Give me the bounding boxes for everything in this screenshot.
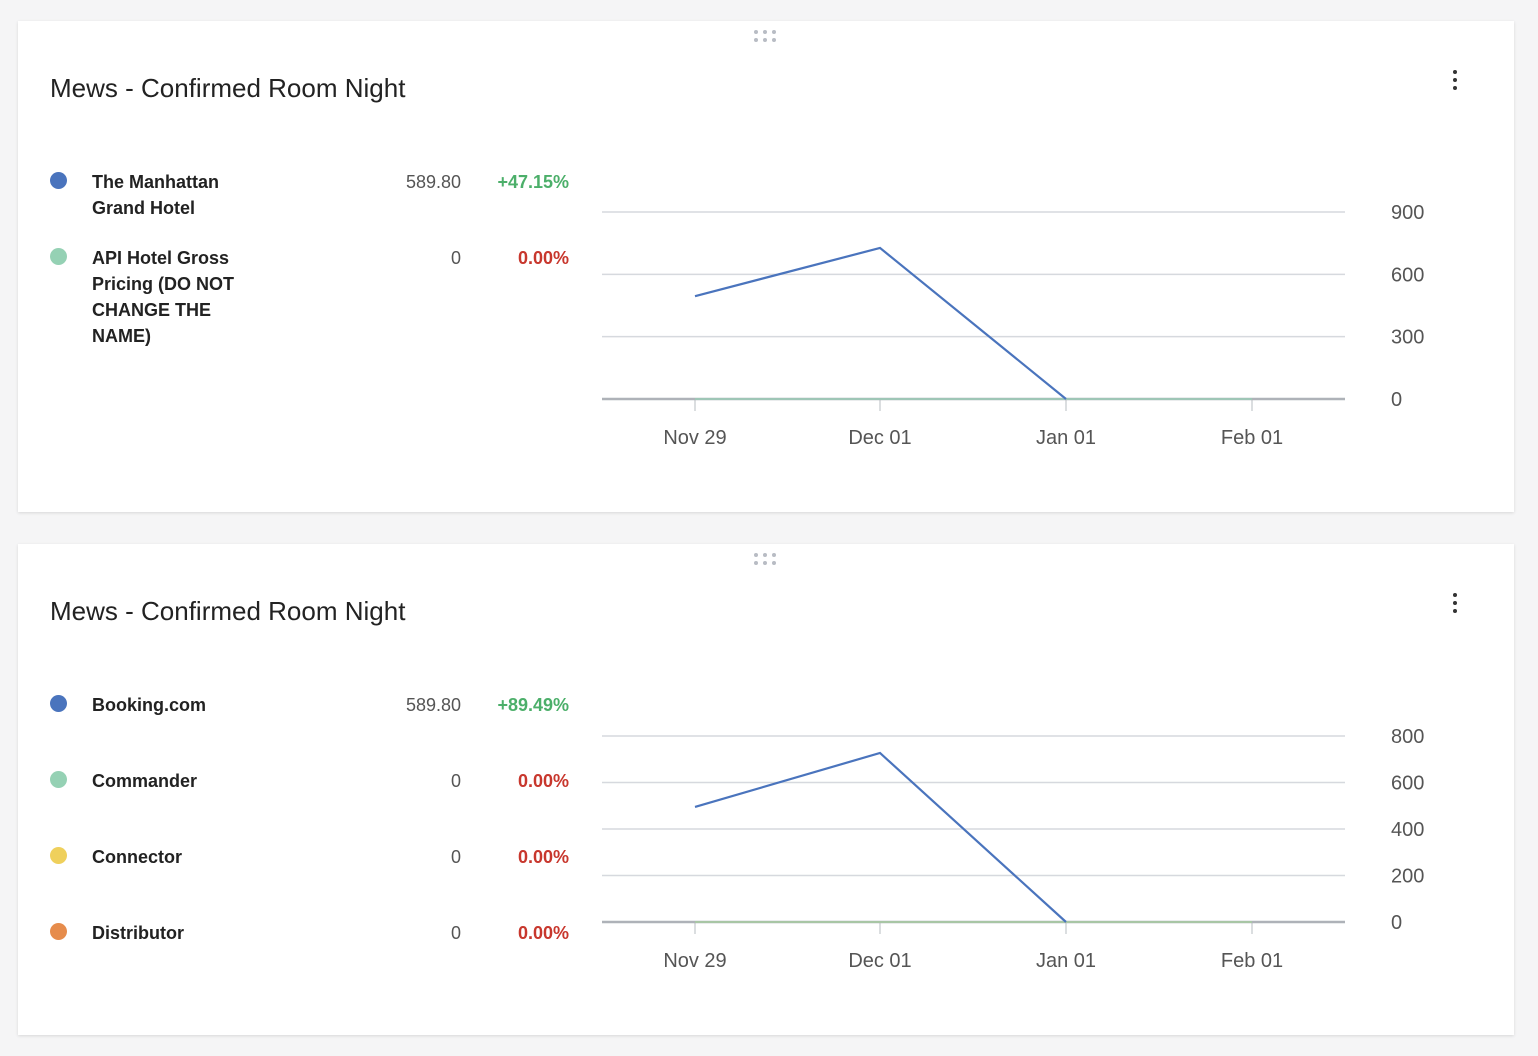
legend-item[interactable]: Distributor 0 0.00% [50, 920, 590, 946]
series-name: API Hotel Gross Pricing (DO NOT CHANGE T… [92, 248, 235, 346]
drag-dot [754, 553, 758, 557]
series-value: 0 [450, 248, 461, 268]
series-value: 0 [450, 923, 461, 943]
series-color-dot [50, 771, 67, 788]
series-color-dot [50, 695, 67, 712]
x-tick-label: Feb 01 [1221, 427, 1283, 449]
drag-dot [772, 38, 776, 42]
y-tick-label: 400 [1391, 819, 1424, 841]
series-name: Booking.com [92, 695, 207, 715]
legend-item[interactable]: Booking.com 589.80 +89.49% [50, 692, 590, 718]
menu-dot [1453, 593, 1457, 597]
drag-handle-icon[interactable] [754, 30, 780, 44]
series-change: 0.00% [517, 248, 569, 268]
line-chart: 0 200 400 600 800 Nov 29 Dec 01 Jan 01 Feb 01 [602, 726, 1424, 972]
drag-handle-icon[interactable] [754, 553, 780, 567]
series-color-dot [50, 847, 67, 864]
x-tick-label: Feb 01 [1221, 950, 1283, 972]
x-tick-label: Dec 01 [848, 427, 911, 449]
legend-item[interactable]: The Manhattan Grand Hotel 589.80 +47.15% [50, 169, 590, 221]
series-line [694, 751, 1067, 923]
series-change: 0.00% [517, 923, 569, 943]
series-value: 589.80 [405, 695, 461, 715]
y-tick-label: 0 [1391, 912, 1402, 934]
drag-dot [772, 30, 776, 34]
series-name: Commander [92, 771, 198, 791]
drag-dot [754, 561, 758, 565]
series-name: Connector [92, 847, 182, 867]
more-vertical-icon[interactable] [1448, 67, 1462, 91]
x-tick-label: Jan 01 [1036, 950, 1096, 972]
more-vertical-icon[interactable] [1448, 590, 1462, 614]
series-line [694, 246, 1067, 400]
x-tick-label: Dec 01 [848, 950, 911, 972]
series-color-dot [50, 923, 67, 940]
series-change: +89.49% [497, 695, 569, 715]
series-change: 0.00% [517, 847, 569, 867]
drag-dot [763, 38, 767, 42]
drag-dot [754, 38, 758, 42]
series-change: +47.15% [497, 172, 569, 192]
drag-dot [772, 553, 776, 557]
legend: Booking.com 589.80 +89.49% Commander 0 0… [50, 692, 590, 946]
series-change: 0.00% [517, 771, 569, 791]
drag-dot [772, 561, 776, 565]
series-value: 0 [450, 771, 461, 791]
y-tick-label: 300 [1391, 327, 1424, 349]
legend: The Manhattan Grand Hotel 589.80 +47.15%… [50, 169, 590, 349]
widget-title: Mews - Confirmed Room Night [50, 596, 406, 626]
menu-dot [1453, 86, 1457, 90]
legend-item[interactable]: Connector 0 0.00% [50, 844, 590, 870]
series-color-dot [50, 248, 67, 265]
x-tick-label: Nov 29 [663, 950, 726, 972]
series-name: Distributor [92, 923, 184, 943]
line-chart: 0 300 600 900 Nov 29 Dec 01 Jan 01 Feb 01 [602, 202, 1424, 449]
menu-dot [1453, 601, 1457, 605]
series-color-dot [50, 172, 67, 189]
drag-dot [763, 561, 767, 565]
series-name: The Manhattan Grand Hotel [92, 172, 220, 218]
legend-item[interactable]: API Hotel Gross Pricing (DO NOT CHANGE T… [50, 245, 590, 349]
y-tick-label: 800 [1391, 726, 1424, 748]
drag-dot [763, 553, 767, 557]
menu-dot [1453, 70, 1457, 74]
menu-dot [1453, 609, 1457, 613]
legend-item[interactable]: Commander 0 0.00% [50, 768, 590, 794]
y-tick-label: 0 [1391, 389, 1402, 411]
y-tick-label: 900 [1391, 202, 1424, 224]
menu-dot [1453, 78, 1457, 82]
drag-dot [754, 30, 758, 34]
chart-widget: Mews - Confirmed Room Night The Manhatta… [18, 21, 1514, 512]
series-value: 589.80 [405, 172, 461, 192]
chart-widget: Mews - Confirmed Room Night Booking.com … [18, 544, 1514, 1035]
x-tick-label: Jan 01 [1036, 427, 1096, 449]
series-value: 0 [450, 847, 461, 867]
drag-dot [763, 30, 767, 34]
y-tick-label: 200 [1391, 866, 1424, 888]
y-tick-label: 600 [1391, 773, 1424, 795]
x-tick-label: Nov 29 [663, 427, 726, 449]
widget-title: Mews - Confirmed Room Night [50, 73, 406, 103]
y-tick-label: 600 [1391, 264, 1424, 286]
